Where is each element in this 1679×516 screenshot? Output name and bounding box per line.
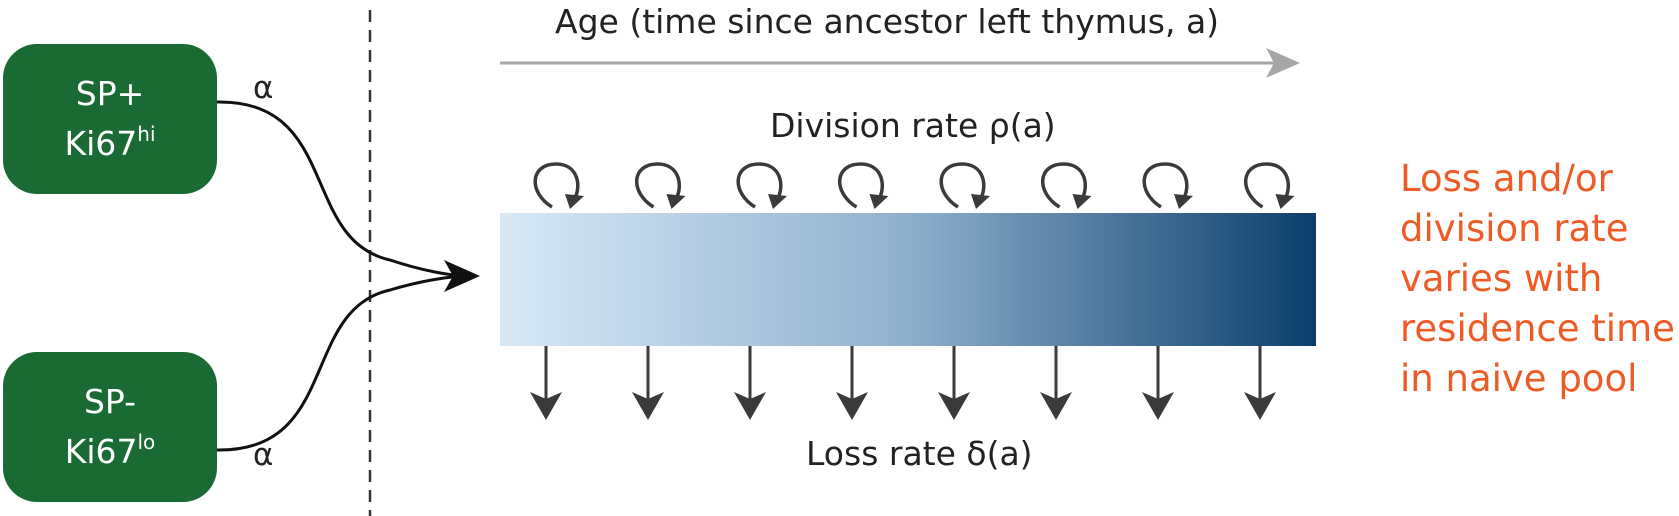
- sp-minus-ki67-lo-box: SP- Ki67lo: [3, 352, 217, 502]
- division-loop-arrowhead: [768, 194, 787, 209]
- age-axis-arrowhead: [1266, 48, 1300, 78]
- division-loops: [533, 162, 1295, 209]
- division-loop-arrowhead: [1174, 194, 1193, 209]
- ki67-hi-label: Ki67hi: [64, 122, 156, 163]
- naive-pool-bar: [500, 213, 1316, 346]
- division-loop-arrowhead: [666, 194, 686, 209]
- division-loop-arrow: [635, 162, 681, 209]
- loss-arrowhead: [1244, 392, 1276, 420]
- division-loop-arrow: [1041, 162, 1087, 209]
- loss-arrowhead: [938, 392, 970, 420]
- side-note-line: division rate: [1400, 207, 1629, 250]
- age-axis-label: Age (time since ancestor left thymus, a): [555, 2, 1220, 41]
- loss-arrowhead: [530, 392, 562, 420]
- loss-rate-label: Loss rate δ(a): [806, 434, 1033, 473]
- division-loop-arrow: [1142, 162, 1189, 209]
- inflow-curve-top: [216, 100, 471, 278]
- side-note-line: varies with: [1400, 257, 1603, 300]
- sp-plus-ki67-hi-box: SP+ Ki67hi: [3, 44, 217, 194]
- division-loop-arrowhead: [565, 194, 584, 209]
- sp-plus-label: SP+: [75, 74, 145, 113]
- side-note-line: Loss and/or: [1400, 157, 1613, 200]
- division-loop-arrowhead: [971, 194, 990, 209]
- inflow-curve-bottom: [216, 274, 471, 452]
- side-note: Loss and/or division rate varies with re…: [1400, 154, 1675, 404]
- loss-arrowhead: [1142, 392, 1174, 420]
- ki67-lo-label: Ki67lo: [64, 430, 156, 471]
- division-loop-arrow: [1244, 162, 1290, 209]
- loss-arrows: [530, 346, 1276, 420]
- loss-arrowhead: [836, 392, 868, 420]
- inflow-rate-label-top: α: [253, 70, 274, 106]
- inflow-arrowhead: [444, 260, 480, 292]
- division-loop-arrowhead: [1275, 194, 1295, 209]
- division-rate-label: Division rate ρ(a): [770, 106, 1056, 145]
- side-note-line: residence time: [1400, 307, 1675, 350]
- division-loop-arrow: [838, 162, 884, 209]
- division-loop-arrow: [939, 162, 986, 209]
- loss-arrowhead: [632, 392, 664, 420]
- loss-arrowhead: [1040, 392, 1072, 420]
- division-loop-arrowhead: [1072, 194, 1092, 209]
- side-note-line: in naive pool: [1400, 357, 1638, 400]
- sp-minus-label: SP-: [83, 382, 137, 421]
- division-loop-arrowhead: [869, 194, 889, 209]
- division-loop-arrow: [533, 162, 580, 209]
- loss-arrowhead: [734, 392, 766, 420]
- inflow-rate-label-bottom: α: [253, 437, 274, 473]
- division-loop-arrow: [736, 162, 783, 209]
